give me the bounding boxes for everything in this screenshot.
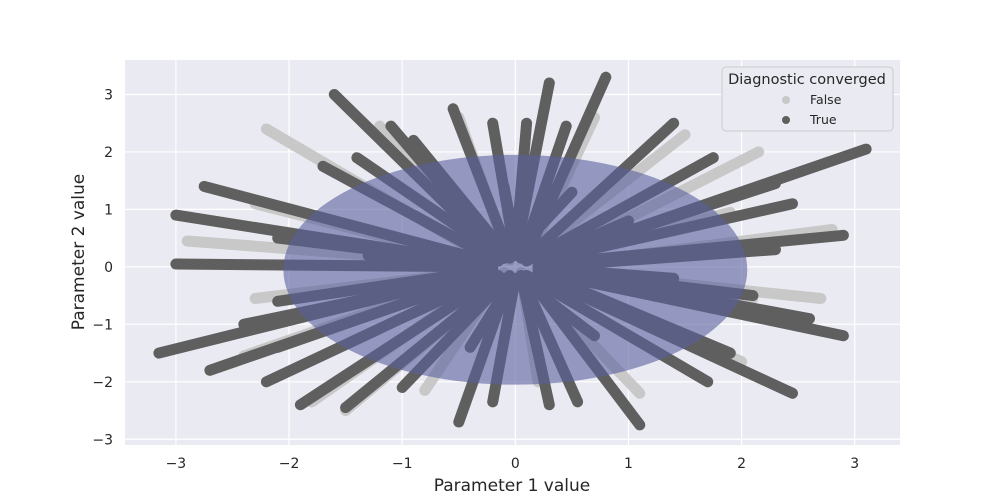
confidence-ellipse	[283, 154, 748, 385]
legend-label-false: False	[810, 92, 842, 107]
x-axis-ticks: −3 −2 −1 0 1 2 3	[166, 456, 860, 472]
legend-title: Diagnostic converged	[728, 72, 886, 88]
legend-label-true: True	[809, 112, 837, 127]
y-tick-label: 0	[104, 260, 113, 276]
y-tick-label: 2	[104, 145, 113, 161]
x-tick-label: 1	[624, 456, 633, 472]
x-axis-label: Parameter 1 value	[434, 476, 591, 496]
legend-marker-false	[782, 96, 790, 104]
overlay-layer	[283, 154, 748, 385]
y-tick-label: 3	[104, 87, 113, 103]
x-tick-label: 2	[737, 456, 746, 472]
legend: Diagnostic converged False True	[721, 66, 894, 132]
y-axis-ticks: −3 −2 −1 0 1 2 3	[92, 87, 113, 448]
x-tick-label: 0	[511, 456, 520, 472]
x-tick-label: −3	[166, 456, 187, 472]
y-tick-label: −2	[92, 375, 113, 391]
legend-box	[721, 66, 894, 132]
legend-marker-true	[782, 116, 790, 124]
x-tick-label: −2	[279, 456, 300, 472]
y-tick-label: −1	[92, 317, 113, 333]
y-tick-label: 1	[104, 202, 113, 218]
x-tick-label: −1	[392, 456, 413, 472]
x-tick-label: 3	[850, 456, 859, 472]
y-tick-label: −3	[92, 432, 113, 448]
y-axis-label: Parameter 2 value	[69, 174, 89, 331]
